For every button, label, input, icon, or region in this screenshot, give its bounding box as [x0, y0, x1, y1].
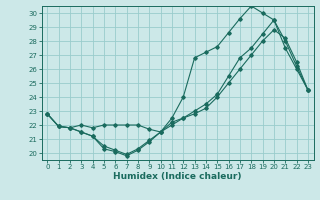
X-axis label: Humidex (Indice chaleur): Humidex (Indice chaleur)	[113, 172, 242, 181]
